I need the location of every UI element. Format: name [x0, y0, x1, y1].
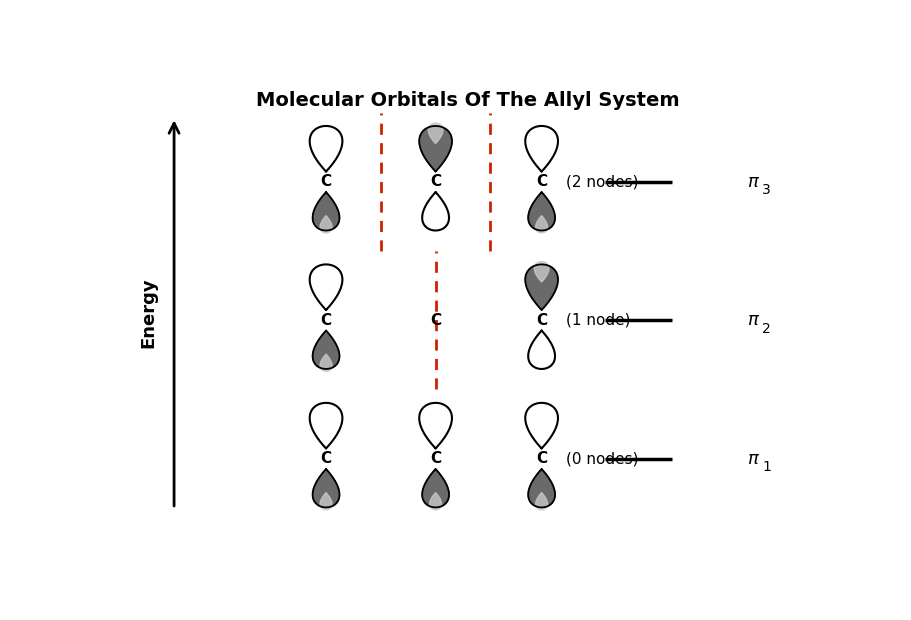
- Polygon shape: [525, 264, 558, 310]
- Polygon shape: [422, 469, 448, 507]
- Polygon shape: [419, 126, 452, 171]
- Text: C: C: [536, 451, 547, 466]
- Text: C: C: [320, 312, 332, 328]
- Polygon shape: [527, 330, 555, 369]
- Polygon shape: [320, 216, 332, 233]
- Text: Energy: Energy: [138, 278, 157, 348]
- Text: C: C: [320, 451, 332, 466]
- Polygon shape: [312, 192, 339, 231]
- Text: C: C: [430, 451, 441, 466]
- Polygon shape: [312, 330, 339, 369]
- Text: π: π: [746, 173, 757, 191]
- Polygon shape: [312, 469, 339, 507]
- Text: C: C: [430, 174, 441, 189]
- Polygon shape: [419, 403, 452, 448]
- Text: 2: 2: [762, 322, 770, 336]
- Polygon shape: [525, 126, 558, 171]
- Polygon shape: [525, 403, 558, 448]
- Polygon shape: [428, 123, 443, 143]
- Text: 3: 3: [762, 184, 770, 197]
- Text: Molecular Orbitals Of The Allyl System: Molecular Orbitals Of The Allyl System: [255, 91, 679, 110]
- Polygon shape: [320, 493, 332, 510]
- Text: (2 nodes): (2 nodes): [566, 174, 638, 189]
- Text: C: C: [320, 174, 332, 189]
- Polygon shape: [429, 493, 441, 510]
- Polygon shape: [422, 192, 448, 231]
- Polygon shape: [310, 264, 342, 310]
- Text: (1 node): (1 node): [566, 312, 630, 328]
- Text: π: π: [746, 311, 757, 329]
- Polygon shape: [534, 262, 548, 282]
- Polygon shape: [535, 493, 547, 510]
- Polygon shape: [320, 354, 332, 371]
- Polygon shape: [310, 126, 342, 171]
- Text: 1: 1: [762, 460, 770, 474]
- Text: C: C: [536, 174, 547, 189]
- Polygon shape: [535, 216, 547, 233]
- Text: (0 nodes): (0 nodes): [566, 451, 638, 466]
- Polygon shape: [527, 192, 555, 231]
- Text: π: π: [746, 450, 757, 467]
- Polygon shape: [527, 469, 555, 507]
- Polygon shape: [310, 403, 342, 448]
- Text: C: C: [430, 312, 441, 328]
- Text: C: C: [536, 312, 547, 328]
